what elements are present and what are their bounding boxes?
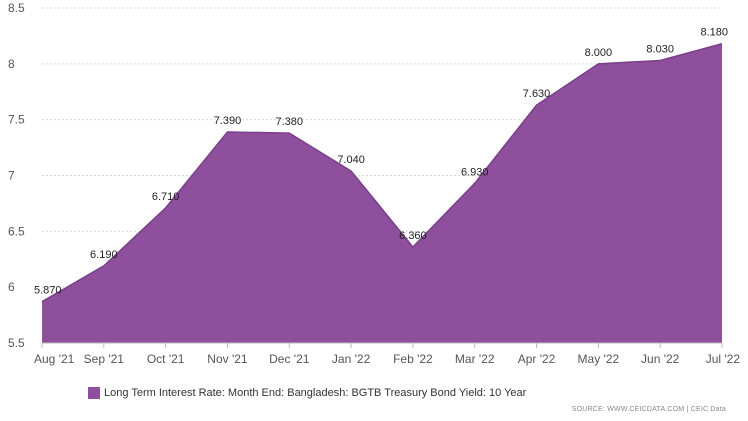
x-tick-label: Jan '22 bbox=[332, 352, 371, 366]
data-label: 7.630 bbox=[523, 88, 551, 100]
legend: Long Term Interest Rate: Month End: Bang… bbox=[88, 387, 526, 399]
y-tick-label: 8.5 bbox=[8, 1, 25, 15]
data-label: 8.000 bbox=[585, 47, 613, 59]
x-tick-label: May '22 bbox=[578, 352, 620, 366]
x-tick-label: Oct '21 bbox=[147, 352, 185, 366]
x-axis: Aug '21 Sep '21 Oct '21 Nov '21 Dec '21 Jan '… bbox=[34, 342, 741, 366]
data-label: 8.030 bbox=[646, 43, 674, 55]
data-label: 6.710 bbox=[152, 191, 180, 203]
area-series bbox=[41, 43, 723, 343]
legend-label: Long Term Interest Rate: Month End: Bang… bbox=[104, 387, 527, 399]
data-label: 6.360 bbox=[399, 230, 427, 242]
y-axis: 5.5 6 6.5 7 7.5 8 8.5 bbox=[8, 1, 25, 350]
x-tick-label: Jun '22 bbox=[641, 352, 680, 366]
x-tick-label: Jul '22 bbox=[706, 352, 741, 366]
y-tick-label: 7 bbox=[8, 169, 15, 183]
x-tick-label: Mar '22 bbox=[455, 352, 495, 366]
x-tick-label: Feb '22 bbox=[393, 352, 433, 366]
series-line bbox=[41, 43, 723, 303]
x-tick-label: Dec '21 bbox=[269, 352, 310, 366]
y-tick-label: 8 bbox=[8, 57, 15, 71]
y-tick-label: 5.5 bbox=[8, 336, 25, 350]
data-label: 7.380 bbox=[276, 116, 304, 128]
data-label: 5.870 bbox=[34, 285, 62, 297]
source-note: SOURCE: WWW.CEICDATA.COM | CEIC Data bbox=[571, 406, 726, 413]
data-label: 7.040 bbox=[337, 154, 365, 166]
y-tick-label: 7.5 bbox=[8, 113, 25, 127]
y-tick-label: 6.5 bbox=[8, 224, 25, 238]
data-label: 6.190 bbox=[90, 249, 118, 261]
x-tick-label: Sep '21 bbox=[84, 352, 125, 366]
data-label: 6.930 bbox=[461, 166, 489, 178]
x-tick-label: Apr '22 bbox=[518, 352, 556, 366]
data-label: 8.180 bbox=[700, 27, 728, 39]
x-tick-label: Nov '21 bbox=[207, 352, 248, 366]
data-label: 7.390 bbox=[214, 115, 242, 127]
legend-swatch bbox=[88, 387, 100, 399]
y-tick-label: 6 bbox=[8, 280, 15, 294]
x-tick-label: Aug '21 bbox=[34, 352, 75, 366]
data-labels: 5.870 6.190 6.710 7.390 7.380 7.040 6.360 6.930… bbox=[34, 27, 728, 297]
area-fill bbox=[42, 43, 722, 343]
